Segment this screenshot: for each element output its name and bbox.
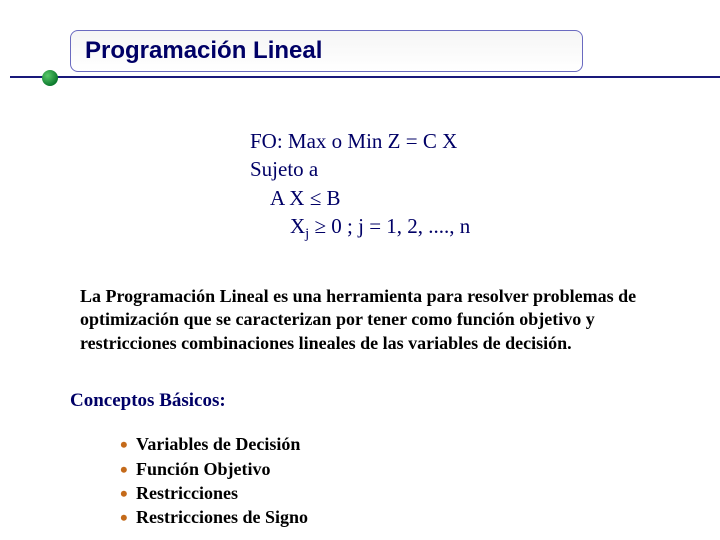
formula-line-nonneg: Xj ≥ 0 ; j = 1, 2, ...., n — [250, 212, 670, 245]
title-bullet-icon — [42, 70, 58, 86]
list-item: Función Objetivo — [120, 457, 670, 481]
formula-leq: ≤ — [310, 186, 322, 210]
section-heading: Conceptos Básicos: — [70, 390, 670, 412]
formula-block: FO: Max o Min Z = C X Sujeto a A X ≤ B X… — [250, 127, 670, 245]
formula-line-objective: FO: Max o Min Z = C X — [250, 127, 670, 155]
formula-line-subject: Sujeto a — [250, 155, 670, 183]
slide-container: Programación Lineal FO: Max o Min Z = C … — [0, 0, 720, 540]
title-box: Programación Lineal — [70, 30, 583, 72]
formula-geq: ≥ — [309, 214, 331, 238]
formula-x: X — [290, 214, 305, 238]
slide-title: Programación Lineal — [85, 37, 322, 64]
formula-b: B — [321, 186, 340, 210]
description-paragraph: La Programación Lineal es una herramient… — [80, 285, 650, 355]
list-item: Variables de Decisión — [120, 432, 670, 456]
title-underline — [10, 76, 720, 78]
formula-line-constraint: A X ≤ B — [250, 184, 670, 212]
title-region: Programación Lineal — [70, 30, 670, 72]
concepts-list: Variables de Decisión Función Objetivo R… — [120, 432, 670, 529]
list-item: Restricciones de Signo — [120, 505, 670, 529]
formula-ax: A X — [270, 186, 310, 210]
list-item: Restricciones — [120, 481, 670, 505]
formula-range: 0 ; j = 1, 2, ...., n — [331, 214, 470, 238]
